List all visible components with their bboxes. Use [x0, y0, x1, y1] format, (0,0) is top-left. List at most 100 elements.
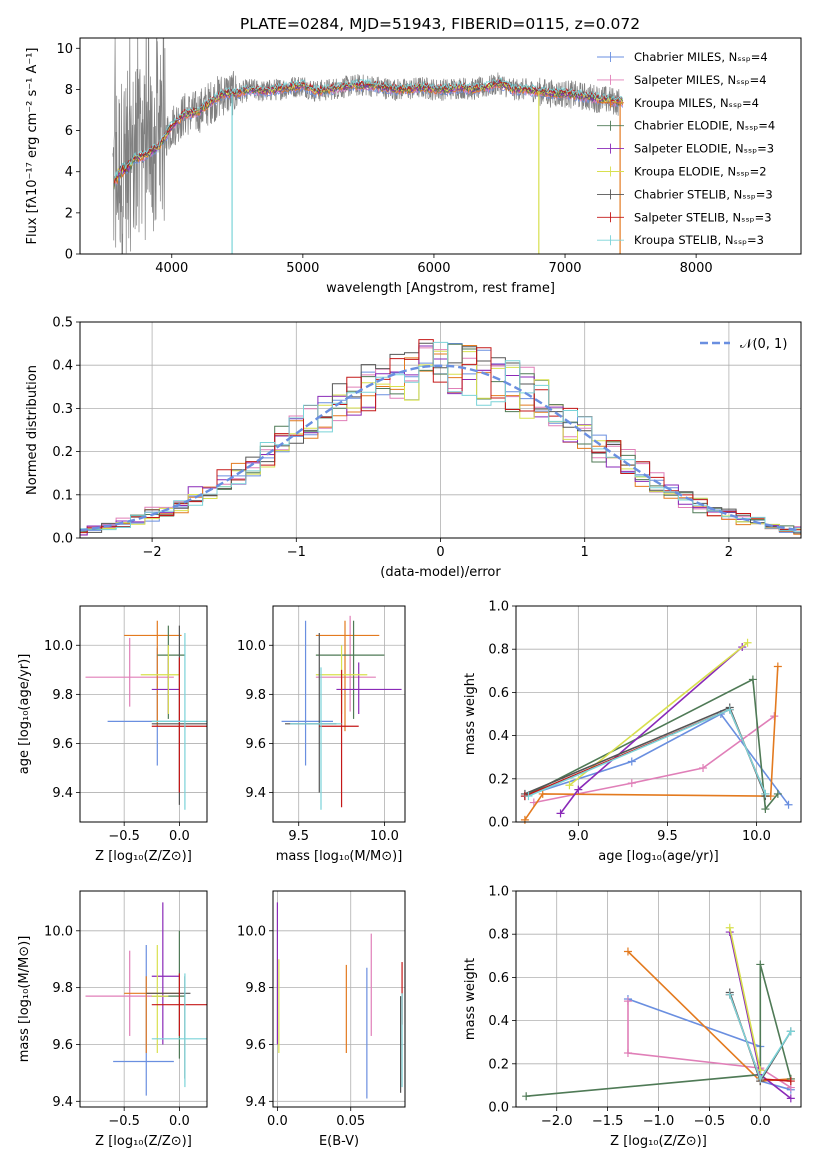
axes-frame [79, 37, 802, 255]
x-tick-label: −0.5 [694, 1114, 726, 1129]
age-vs-metallicity-panel: −0.5 0.0 9.4 9.6 9.8 10.0 Z [log₁₀(Z/Z⊙)] age [… [17, 605, 208, 864]
x-axis-label: Z [log₁₀(Z/Z⊙)] [95, 1134, 192, 1149]
model-spectrum-line [114, 77, 624, 179]
y-tick-label: 0.6 [488, 686, 509, 701]
y-axis-label: mass weight [463, 673, 478, 755]
x-tick-label: 4000 [155, 261, 188, 276]
x-tick-label: 0.0 [750, 1114, 771, 1129]
weight-line [524, 708, 767, 797]
y-tick-label: 0.5 [52, 316, 73, 331]
y-tick-label: 9.4 [245, 1095, 266, 1110]
y-axis-label: mass weight [463, 958, 478, 1040]
legend-entry: Chabrier ELODIE, Nₛₛₚ=4 [634, 119, 775, 133]
x-tick-label: 10.0 [370, 829, 399, 844]
weight-line [627, 1001, 792, 1089]
x-tick-label: −1.0 [643, 1114, 675, 1129]
x-tick-label: 0.05 [336, 1114, 365, 1129]
y-tick-label: 9.4 [52, 1095, 73, 1110]
y-tick-label: 9.8 [52, 688, 73, 703]
x-tick-label: 7000 [548, 261, 581, 276]
y-tick-label: 0 [65, 248, 73, 263]
weight-marker [786, 1094, 795, 1103]
y-tick-label: 1.0 [488, 600, 509, 615]
weight-line [524, 712, 790, 806]
x-tick-label: −0.5 [108, 1114, 140, 1129]
x-tick-label: 10.0 [742, 829, 771, 844]
x-tick-label: 5000 [286, 261, 319, 276]
x-tick-label: 0 [436, 545, 444, 560]
y-tick-label: 9.6 [245, 1038, 266, 1053]
y-tick-label: 0.4 [488, 1014, 509, 1029]
y-tick-label: 0.4 [488, 729, 509, 744]
weight-marker [522, 1092, 531, 1101]
residual-histogram [80, 342, 801, 534]
y-tick-label: 0.0 [488, 816, 509, 831]
y-tick-label: 9.4 [245, 786, 266, 801]
legend-entry: Salpeter MILES, Nₛₛₚ=4 [634, 73, 767, 87]
y-axis-label: Flux [fλ10⁻¹⁷ erg cm⁻² s⁻¹ A⁻¹] [25, 48, 40, 245]
axes-frame [272, 890, 406, 1108]
y-tick-label: 10 [56, 42, 73, 57]
y-tick-label: 10.0 [44, 924, 73, 939]
y-tick-label: 0.2 [488, 772, 509, 787]
x-tick-label: 9.5 [288, 829, 309, 844]
weight-marker [725, 705, 734, 714]
y-tick-label: 0.2 [52, 445, 73, 460]
axes-frame [79, 890, 208, 1108]
x-tick-label: 9.5 [657, 829, 678, 844]
residual-histogram [80, 341, 801, 533]
y-tick-label: 8 [65, 83, 73, 98]
legend-entry: Salpeter ELODIE, Nₛₛₚ=3 [634, 142, 774, 156]
weight-marker [748, 675, 757, 684]
legend-entry: Chabrier MILES, Nₛₛₚ=4 [634, 50, 768, 64]
weight-marker [756, 960, 765, 969]
x-tick-label: −1 [287, 545, 306, 560]
weight-line [533, 715, 775, 804]
legend-entry: Kroupa MILES, Nₛₛₚ=4 [634, 96, 759, 110]
axes-frame [272, 605, 406, 823]
weight-marker [784, 800, 793, 809]
y-tick-label: 9.8 [245, 688, 266, 703]
x-axis-label: Z [log₁₀(Z/Z⊙)] [95, 849, 192, 864]
weight-marker [761, 789, 770, 798]
x-tick-label: −2 [143, 545, 162, 560]
weight-marker [743, 638, 752, 647]
figure-title: PLATE=0284, MJD=51943, FIBERID=0115, z=0… [240, 15, 640, 33]
weight-line [526, 964, 792, 1097]
y-tick-label: 9.8 [245, 981, 266, 996]
y-tick-label: 0.0 [488, 1101, 509, 1116]
x-tick-label: −1.5 [592, 1114, 624, 1129]
weight-marker [538, 789, 547, 798]
x-tick-label: 1 [581, 545, 589, 560]
axes-frame [79, 321, 802, 539]
axes-frame [515, 890, 802, 1108]
y-tick-label: 10.0 [237, 924, 266, 939]
weight-marker [725, 923, 734, 932]
weight-marker [756, 1074, 765, 1083]
weight-marker [623, 947, 632, 956]
weight-marker [627, 779, 636, 788]
legend-entry: Chabrier STELIB, Nₛₛₚ=3 [634, 187, 773, 201]
mass-vs-ebv-panel: 0.0 0.05 9.4 9.6 9.8 10.0 E(B-V) [237, 890, 406, 1149]
x-tick-label: −2.0 [541, 1114, 573, 1129]
y-tick-label: 9.6 [52, 737, 73, 752]
x-tick-label: 2 [725, 545, 733, 560]
weight-marker [556, 809, 565, 818]
weight-marker [574, 785, 583, 794]
spectrum-panel: 4000 5000 6000 7000 8000 0 2 4 6 8 10 wavelength [A… [25, 37, 802, 296]
y-tick-label: 0.8 [488, 928, 509, 943]
y-tick-label: 0.0 [52, 532, 73, 547]
x-tick-label: 6000 [417, 261, 450, 276]
y-tick-label: 4 [65, 165, 73, 180]
weight-marker [699, 764, 708, 772]
y-tick-label: 9.4 [52, 786, 73, 801]
x-axis-label: wavelength [Angstrom, rest frame] [326, 281, 555, 296]
weight-vs-age-panel: 9.0 9.5 10.0 0.0 0.2 0.4 0.6 0.8 1.0 age [log₁₀(a… [463, 600, 802, 864]
normal-distribution-curve [80, 364, 801, 532]
y-tick-label: 9.6 [245, 737, 266, 752]
x-tick-label: 0.0 [169, 829, 190, 844]
weight-marker [627, 757, 636, 766]
axes-frame [515, 605, 802, 823]
y-tick-label: 0.3 [52, 402, 73, 417]
